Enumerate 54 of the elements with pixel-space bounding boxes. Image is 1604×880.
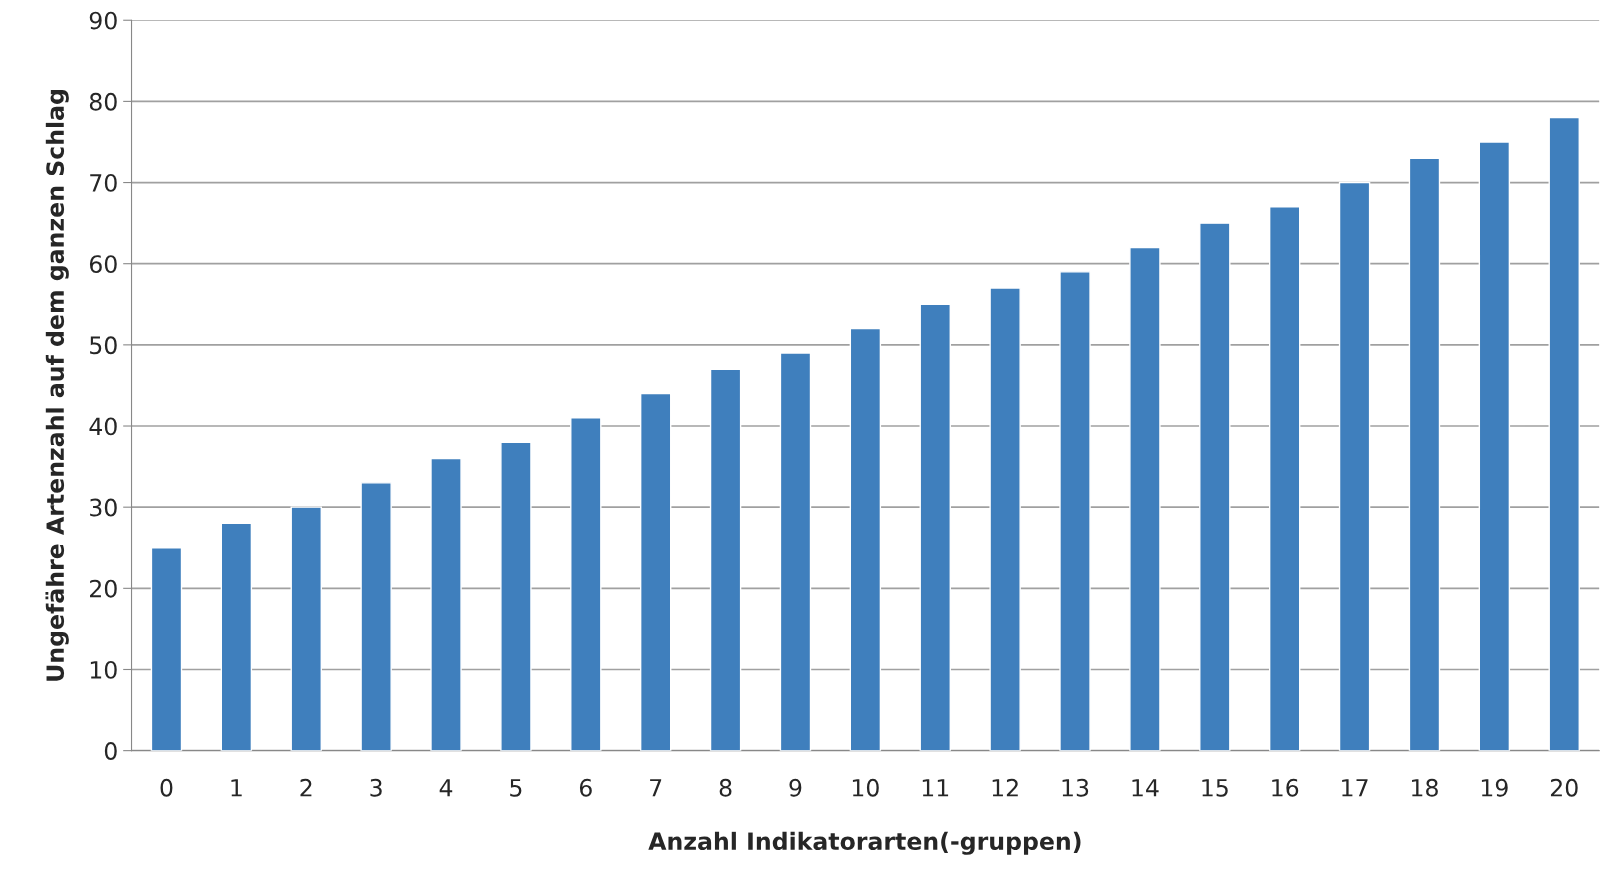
x-tick-label: 6 bbox=[579, 778, 592, 797]
x-axis-title: Anzahl Indikatorarten(-gruppen) bbox=[648, 831, 1081, 855]
y-tick-label: 70 bbox=[90, 174, 117, 192]
bar bbox=[570, 417, 602, 751]
bar bbox=[220, 522, 253, 751]
x-tick-label: 16 bbox=[1272, 778, 1299, 797]
bar bbox=[1059, 271, 1091, 751]
x-tick-label: 4 bbox=[439, 779, 453, 797]
bar bbox=[150, 547, 183, 751]
bar bbox=[430, 457, 462, 751]
y-tick-label: 40 bbox=[89, 417, 117, 436]
x-tick-label: 3 bbox=[370, 778, 382, 797]
bar bbox=[1548, 116, 1580, 751]
x-tick-label: 12 bbox=[992, 778, 1018, 797]
x-tick-label: 15 bbox=[1202, 779, 1228, 797]
bar bbox=[709, 368, 742, 751]
bar bbox=[1408, 157, 1441, 751]
bar bbox=[919, 303, 951, 751]
bar bbox=[1199, 222, 1231, 751]
bar bbox=[500, 441, 532, 751]
y-tick-label: 0 bbox=[104, 742, 117, 760]
y-tick-label: 10 bbox=[90, 660, 117, 679]
bar bbox=[1338, 181, 1371, 751]
x-tick-label: 7 bbox=[650, 779, 662, 797]
y-tick-label: 90 bbox=[89, 11, 117, 30]
x-tick-label: 11 bbox=[922, 779, 949, 797]
bar bbox=[290, 506, 322, 751]
y-tick-label: 60 bbox=[89, 255, 117, 274]
x-tick-label: 14 bbox=[1132, 779, 1159, 797]
bar bbox=[849, 327, 882, 751]
x-tick-label: 1 bbox=[231, 779, 242, 797]
bar bbox=[989, 287, 1021, 751]
y-tick-label: 50 bbox=[90, 336, 117, 355]
bar bbox=[360, 482, 392, 751]
bar bbox=[639, 392, 672, 751]
y-axis-title: Ungefähre Artenzahl auf dem ganzen Schlag bbox=[45, 90, 69, 681]
bar bbox=[1129, 246, 1161, 751]
x-tick-label: 20 bbox=[1550, 778, 1578, 797]
x-tick-label: 2 bbox=[300, 778, 312, 797]
x-tick-label: 18 bbox=[1412, 778, 1438, 797]
x-tick-label: 9 bbox=[789, 778, 802, 797]
x-tick-label: 13 bbox=[1062, 778, 1089, 797]
x-tick-label: 19 bbox=[1481, 778, 1508, 797]
bar bbox=[1268, 206, 1301, 751]
x-tick-label: 0 bbox=[160, 778, 173, 797]
bar bbox=[779, 352, 812, 751]
bar bbox=[1478, 141, 1511, 751]
x-tick-label: 10 bbox=[852, 778, 879, 797]
y-tick-label: 30 bbox=[90, 498, 117, 517]
y-tick-label: 80 bbox=[89, 92, 117, 111]
x-tick-label: 17 bbox=[1342, 779, 1368, 797]
x-tick-label: 8 bbox=[719, 778, 732, 797]
x-tick-label: 5 bbox=[510, 779, 522, 797]
y-tick-label: 20 bbox=[90, 579, 117, 598]
